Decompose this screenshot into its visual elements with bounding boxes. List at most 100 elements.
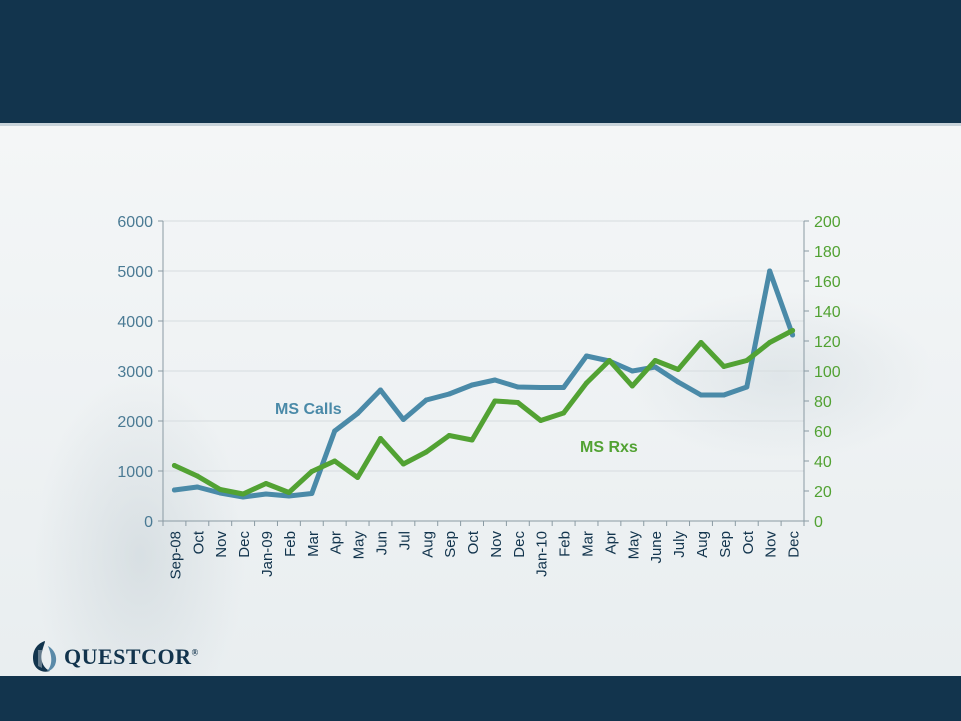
data-point xyxy=(194,484,200,490)
data-point xyxy=(309,491,315,496)
background-image xyxy=(0,126,961,676)
x-tick-label: Nov xyxy=(763,531,780,558)
data-point xyxy=(538,385,544,390)
x-tick-label: Jun xyxy=(373,531,390,555)
data-point xyxy=(675,367,681,372)
data-point xyxy=(515,384,521,390)
x-tick-label: Sep xyxy=(717,531,734,558)
y-left-tick-label: 3000 xyxy=(117,364,153,381)
data-point xyxy=(309,469,315,474)
data-point xyxy=(446,433,452,438)
data-point xyxy=(698,392,704,398)
x-tick-label: Oct xyxy=(740,530,757,554)
data-point xyxy=(744,358,750,363)
y-right-tick-label: 20 xyxy=(814,484,832,501)
data-point xyxy=(492,398,498,404)
data-point xyxy=(538,418,544,423)
x-tick-label: Aug xyxy=(419,531,436,558)
data-point xyxy=(355,411,361,416)
y-right-tick-label: 0 xyxy=(814,514,823,531)
x-tick-label: Feb xyxy=(557,531,574,557)
y-left-tick-label: 4000 xyxy=(117,314,153,331)
footer-band xyxy=(0,676,961,721)
data-point xyxy=(721,392,727,398)
x-tick-label: May xyxy=(351,531,368,560)
x-tick-label: Nov xyxy=(488,531,505,558)
data-point xyxy=(286,490,292,495)
y-right-tick-label: 60 xyxy=(814,424,832,441)
x-tick-label: May xyxy=(625,531,642,560)
data-point xyxy=(332,458,338,464)
x-tick-label: Apr xyxy=(602,531,619,554)
x-tick-label: Jan-09 xyxy=(259,531,276,577)
title-divider xyxy=(0,123,961,126)
data-point xyxy=(652,364,658,370)
y-left-tick-label: 6000 xyxy=(117,214,153,231)
x-tick-label: Jan-10 xyxy=(534,531,551,577)
data-point xyxy=(286,493,292,499)
x-tick-label: Oct xyxy=(465,530,482,554)
x-tick-label: Dec xyxy=(236,531,253,558)
x-tick-label: Dec xyxy=(786,531,803,558)
x-tick-label: Mar xyxy=(580,531,597,557)
y-right-tick-label: 160 xyxy=(814,274,841,291)
questcor-logo-icon xyxy=(33,641,57,672)
y-left-tick-label: 0 xyxy=(144,514,153,531)
x-tick-label: Sep-08 xyxy=(167,531,184,579)
data-point xyxy=(400,417,406,422)
x-tick-label: June xyxy=(648,531,665,564)
x-tick-label: Dec xyxy=(511,531,528,558)
data-point xyxy=(240,491,246,497)
data-point xyxy=(423,397,429,403)
data-point xyxy=(492,377,498,383)
y-right-tick-label: 100 xyxy=(814,364,841,381)
series-label: MS Calls xyxy=(275,401,342,418)
x-tick-label: Apr xyxy=(328,531,345,554)
data-point xyxy=(561,385,567,390)
company-logo: QUESTCOR® xyxy=(30,638,199,676)
y-right-tick-label: 80 xyxy=(814,394,832,411)
data-point xyxy=(767,268,773,274)
y-left-tick-label: 1000 xyxy=(117,464,153,481)
data-point xyxy=(332,428,338,434)
data-point xyxy=(217,487,223,492)
data-point xyxy=(446,391,452,397)
x-tick-label: Sep xyxy=(442,531,459,558)
y-right-tick-label: 120 xyxy=(814,334,841,351)
data-point xyxy=(171,463,177,468)
logo-wordmark: QUESTCOR® xyxy=(64,644,199,669)
x-tick-label: Mar xyxy=(305,531,322,557)
data-point xyxy=(263,481,269,486)
y-right-tick-label: 140 xyxy=(814,304,841,321)
data-point xyxy=(561,410,567,416)
data-point xyxy=(606,358,612,363)
x-tick-label: Nov xyxy=(213,531,230,558)
y-right-tick-label: 40 xyxy=(814,454,832,471)
data-point xyxy=(675,379,681,385)
data-point xyxy=(377,436,383,441)
x-tick-label: Oct xyxy=(190,530,207,554)
x-tick-label: July xyxy=(671,531,688,558)
data-point xyxy=(790,328,796,333)
data-point xyxy=(629,368,635,374)
data-point xyxy=(698,340,704,345)
data-point xyxy=(652,358,658,363)
data-point xyxy=(721,364,727,369)
data-point xyxy=(423,449,429,455)
data-point xyxy=(584,353,590,359)
data-point xyxy=(400,461,406,467)
x-tick-label: Jul xyxy=(396,531,413,550)
title-band xyxy=(0,0,961,123)
data-point xyxy=(584,380,590,386)
y-left-tick-label: 5000 xyxy=(117,264,153,281)
data-point xyxy=(629,383,635,389)
data-point xyxy=(469,437,475,443)
x-tick-label: Aug xyxy=(694,531,711,558)
data-point xyxy=(469,382,475,388)
data-point xyxy=(515,400,521,405)
y-left-tick-label: 2000 xyxy=(117,414,153,431)
y-right-tick-label: 180 xyxy=(814,244,841,261)
data-point xyxy=(767,340,773,345)
data-point xyxy=(171,487,177,493)
